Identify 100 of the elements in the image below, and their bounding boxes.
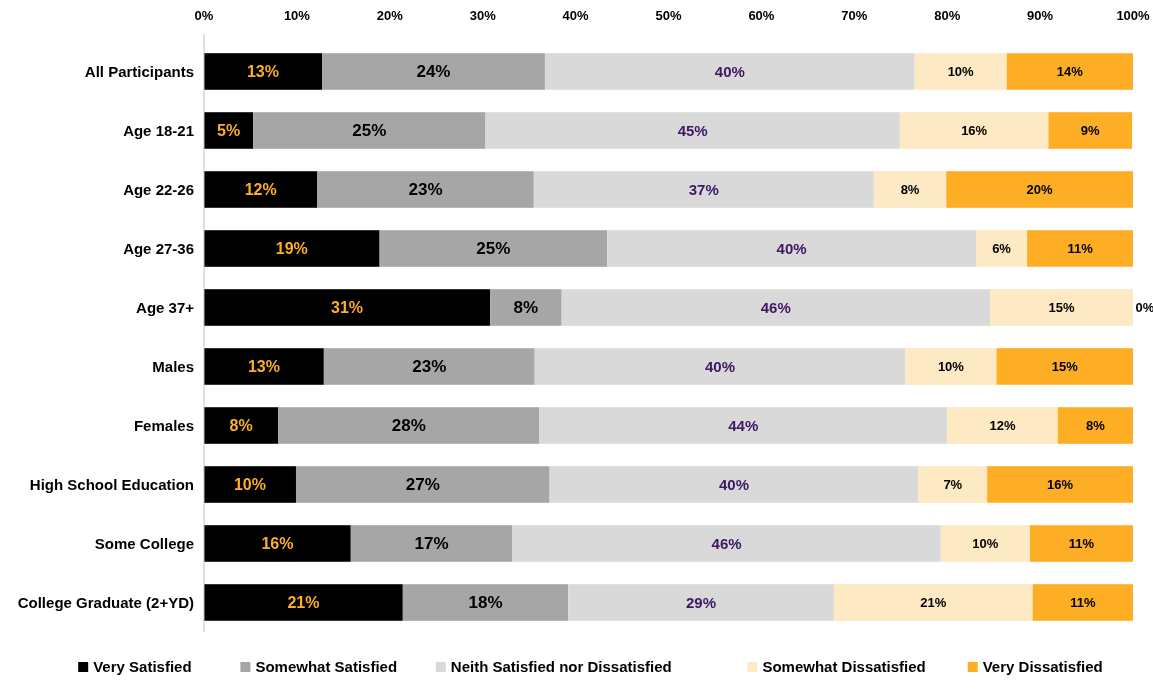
data-label: 21%	[920, 595, 947, 611]
x-tick-label: 30%	[469, 8, 497, 23]
bar	[989, 289, 1133, 326]
data-label: 23%	[412, 357, 447, 377]
bar	[295, 466, 550, 503]
x-tick-label: 20%	[376, 8, 404, 23]
bar	[987, 466, 1133, 503]
bar	[1057, 407, 1133, 444]
x-tick-label: 0%	[194, 8, 214, 23]
x-tick-label: 80%	[934, 8, 961, 23]
x-tick-label: 70%	[841, 8, 868, 23]
data-label: 46%	[760, 298, 791, 316]
data-label: 11%	[1068, 536, 1095, 552]
bar	[253, 112, 486, 149]
data-label: 13%	[247, 358, 280, 376]
bar	[905, 348, 997, 385]
data-label: 40%	[776, 239, 807, 257]
bar	[321, 53, 545, 90]
data-label: 18%	[468, 593, 503, 613]
data-label: 25%	[352, 121, 387, 141]
y-tick-label: College Graduate (2+YD)	[17, 593, 194, 611]
bar	[317, 171, 534, 208]
bar	[1029, 525, 1133, 562]
data-label: 11%	[1070, 595, 1096, 611]
bar	[561, 289, 990, 326]
data-label: 46%	[711, 534, 742, 552]
data-label: 12%	[989, 418, 1016, 434]
data-label: 7%	[943, 477, 963, 493]
data-label: 45%	[677, 121, 708, 139]
data-label: 8%	[229, 417, 253, 435]
bar	[568, 584, 834, 621]
data-label: 40%	[718, 475, 750, 493]
data-label: 14%	[1056, 64, 1084, 80]
data-label: 27%	[405, 475, 440, 495]
legend-label: Somewhat Satisfied	[255, 658, 398, 675]
bar	[278, 407, 540, 444]
data-label: 44%	[728, 416, 759, 434]
bar	[1048, 112, 1133, 149]
bar	[204, 407, 279, 444]
data-label: 6%	[992, 241, 1012, 257]
bar	[204, 584, 403, 621]
bar	[379, 230, 608, 267]
data-label: 29%	[686, 593, 717, 611]
data-label: 11%	[1067, 241, 1094, 257]
y-tick-label: All Participants	[84, 62, 194, 80]
data-label: 8%	[513, 298, 539, 318]
data-label: 19%	[275, 240, 308, 258]
y-tick-label: Age 18-21	[123, 121, 194, 139]
bar	[1006, 53, 1133, 90]
data-label: 16%	[1047, 477, 1074, 493]
bar	[512, 525, 941, 562]
x-tick-label: 90%	[1027, 8, 1054, 23]
bar	[204, 53, 322, 90]
data-label: 24%	[416, 62, 451, 82]
bar	[940, 525, 1030, 562]
y-tick-label: Some College	[94, 534, 194, 552]
bar	[549, 466, 919, 503]
bar	[976, 230, 1028, 267]
data-label: 16%	[961, 123, 988, 139]
legend-label: Very Dissatisfied	[982, 658, 1103, 675]
x-tick-label: 100%	[1116, 8, 1151, 23]
data-label: 25%	[476, 239, 511, 259]
data-label: 37%	[688, 180, 719, 198]
y-tick-label: Males	[152, 357, 194, 375]
bar	[996, 348, 1133, 385]
bar	[402, 584, 569, 621]
data-label: 10%	[937, 359, 965, 375]
bar	[947, 407, 1058, 444]
y-tick-label: Age 37+	[136, 298, 195, 316]
y-tick-label: Age 22-26	[123, 180, 194, 198]
data-label: 20%	[1026, 182, 1054, 198]
legend-label: Very Satisfied	[93, 658, 192, 675]
bar	[204, 466, 296, 503]
bar	[490, 289, 562, 326]
x-tick-label: 60%	[748, 8, 775, 23]
bar	[544, 53, 915, 90]
data-label: 8%	[1085, 418, 1106, 434]
bar	[533, 171, 874, 208]
data-label: 17%	[414, 534, 449, 554]
bar	[350, 525, 513, 562]
bar	[873, 171, 947, 208]
legend-label: Somewhat Dissatisfied	[762, 658, 926, 675]
bar	[833, 584, 1033, 621]
data-label: 40%	[714, 62, 745, 80]
x-tick-label: 50%	[655, 8, 682, 23]
data-label: 15%	[1051, 359, 1079, 375]
data-label: 16%	[261, 535, 294, 553]
data-label: 5%	[217, 122, 241, 140]
bar	[534, 348, 906, 385]
bar	[899, 112, 1049, 149]
bar	[1027, 230, 1133, 267]
data-label: 10%	[233, 476, 266, 494]
bar	[607, 230, 976, 267]
bar	[204, 171, 318, 208]
data-label: 21%	[287, 594, 320, 612]
bar	[323, 348, 535, 385]
bar	[204, 348, 324, 385]
x-tick-label: 10%	[283, 8, 311, 23]
bar	[946, 171, 1133, 208]
data-label: 10%	[947, 64, 975, 80]
